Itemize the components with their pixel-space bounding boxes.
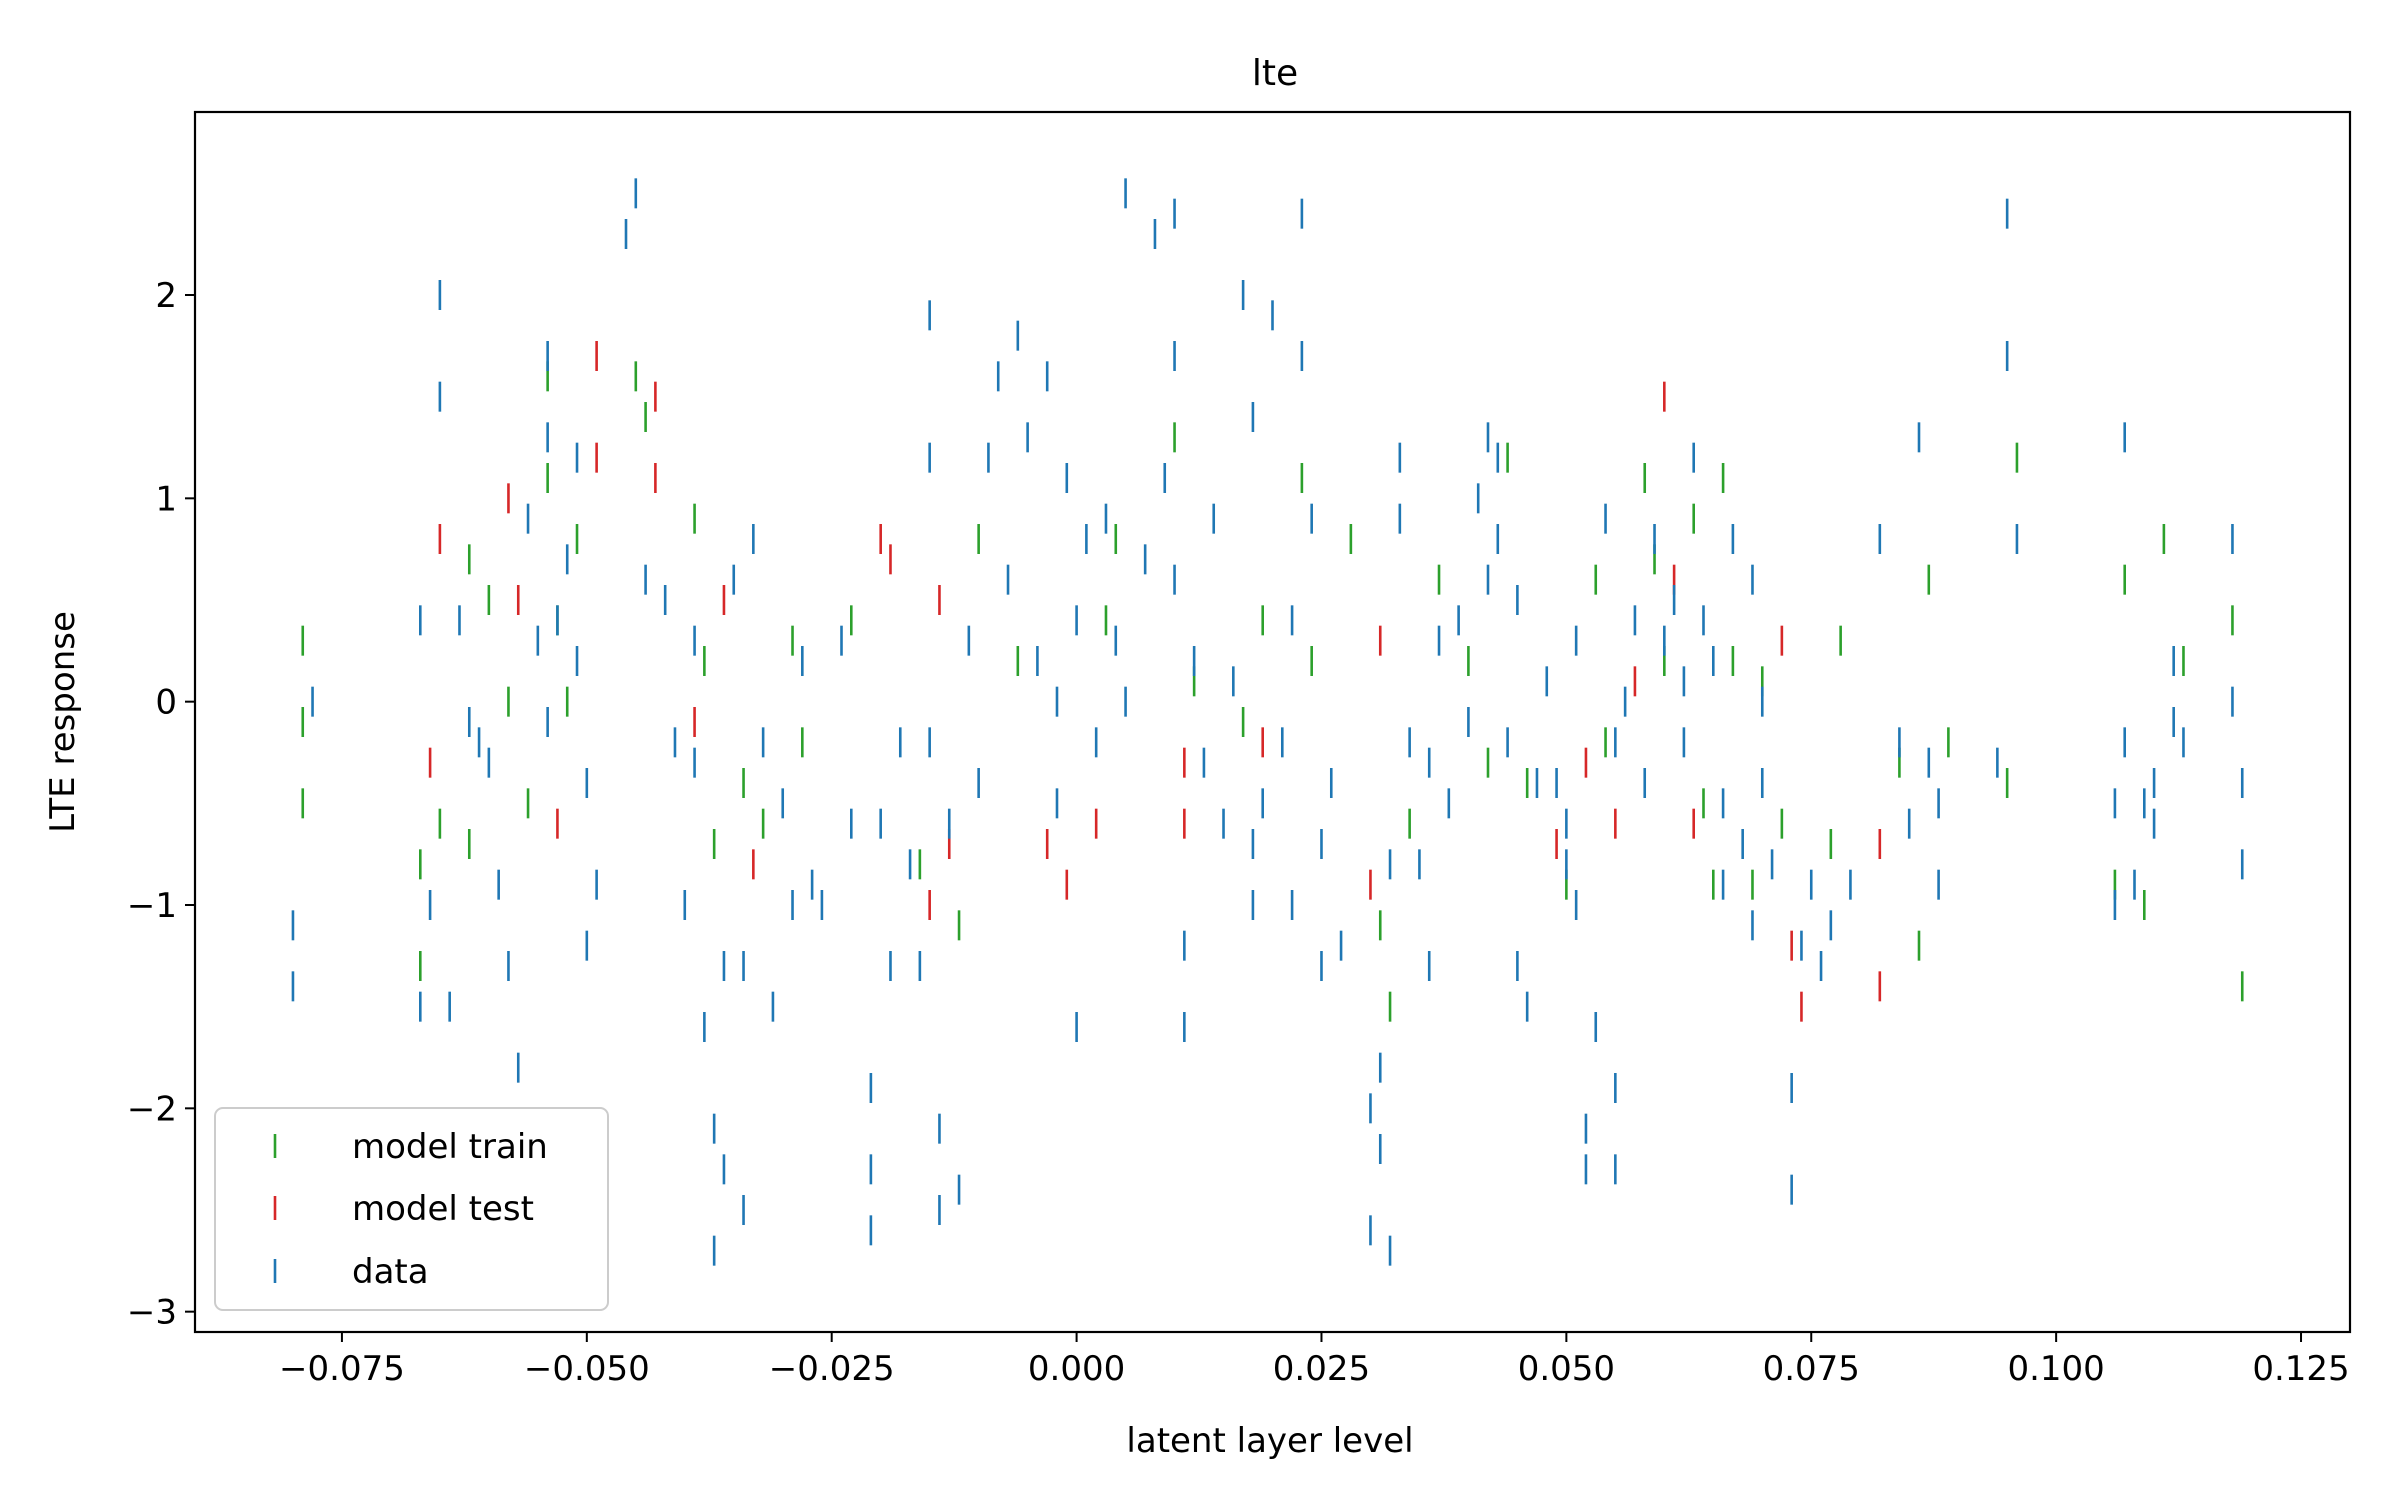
y-tick-label: −1 xyxy=(127,886,177,926)
x-axis-label: latent layer level xyxy=(1126,1421,1413,1461)
x-tick-label: 0.025 xyxy=(1273,1349,1370,1389)
y-axis-label: LTE response xyxy=(43,611,83,833)
x-tick-label: 0.075 xyxy=(1763,1349,1860,1389)
x-axis: −0.075 −0.050 −0.025 0.000 0.025 0.050 0.075 0.… xyxy=(279,1332,2350,1389)
y-tick-label: 2 xyxy=(155,276,177,316)
legend-label-data: data xyxy=(352,1252,429,1292)
y-axis: −3 −2 −1 0 1 2 xyxy=(127,276,195,1333)
x-tick-label: −0.025 xyxy=(769,1349,895,1389)
plot-frame xyxy=(193,110,2352,1334)
plot-marks xyxy=(291,178,2244,1266)
x-tick-label: 0.100 xyxy=(2007,1349,2104,1389)
x-tick-label: 0.000 xyxy=(1028,1349,1125,1389)
legend: model train model test data xyxy=(214,1107,609,1311)
legend-box xyxy=(214,1107,609,1311)
x-tick-label: 0.050 xyxy=(1518,1349,1615,1389)
legend-label-model-test: model test xyxy=(352,1189,534,1229)
y-tick-label: 1 xyxy=(155,479,177,519)
x-tick-label: 0.125 xyxy=(2252,1349,2349,1389)
x-tick-label: −0.050 xyxy=(524,1349,650,1389)
y-tick-label: −2 xyxy=(127,1089,177,1129)
y-tick-label: −3 xyxy=(127,1293,177,1333)
chart-title: lte xyxy=(1252,53,1298,94)
y-tick-label: 0 xyxy=(155,683,177,723)
x-tick-label: −0.075 xyxy=(279,1349,405,1389)
legend-label-model-train: model train xyxy=(352,1127,548,1167)
